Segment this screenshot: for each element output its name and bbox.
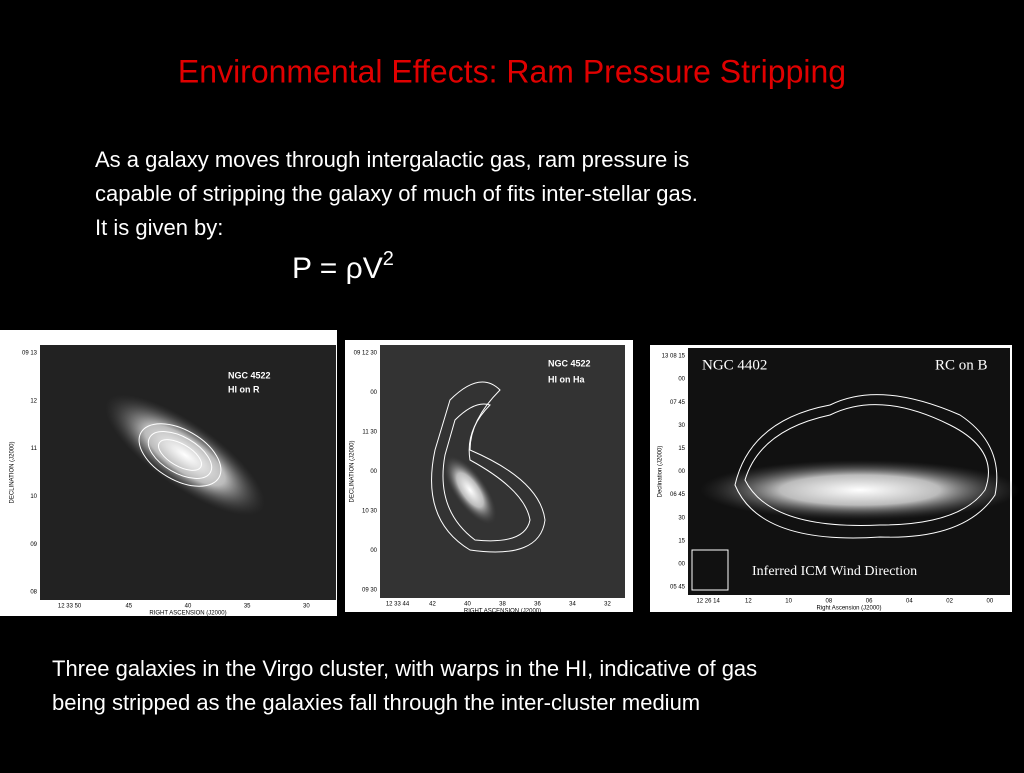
x-tick-label: 38 bbox=[499, 602, 506, 608]
y-tick-label: 11 30 bbox=[362, 430, 377, 436]
y-tick-label: 05 45 bbox=[670, 585, 686, 591]
annotation: Inferred ICM Wind Direction bbox=[752, 564, 917, 579]
x-tick-label: 40 bbox=[185, 604, 192, 610]
y-tick-label: 09 bbox=[30, 542, 37, 548]
galaxy bbox=[700, 460, 1020, 520]
formula-base: P = ρV bbox=[292, 252, 383, 285]
y-axis-label: DECLINATION (J2000) bbox=[10, 442, 16, 504]
x-tick-label: 35 bbox=[244, 604, 251, 610]
image bbox=[380, 345, 625, 598]
x-tick-label: 12 26 14 bbox=[696, 599, 720, 605]
x-axis-label: RIGHT ASCENSION (J2000) bbox=[464, 609, 541, 615]
galaxy bbox=[443, 455, 497, 525]
y-tick-label: 00 bbox=[370, 548, 377, 554]
intro-line: capable of stripping the galaxy of much … bbox=[95, 181, 698, 206]
y-tick-label: 15 bbox=[678, 538, 685, 544]
caption-line: being stripped as the galaxies fall thro… bbox=[52, 690, 700, 715]
x-tick-label: 40 bbox=[464, 602, 471, 608]
panel-text: NGC 4522 HI on R 12 33 50 45 40 35 30 09 13 12 11… bbox=[10, 351, 994, 617]
beam-box bbox=[691, 549, 729, 591]
y-tick-label: 00 bbox=[678, 561, 685, 567]
x-tick-label: 10 bbox=[785, 599, 792, 605]
y-tick-label: 00 bbox=[370, 469, 377, 475]
y-tick-label: 09 30 bbox=[362, 588, 378, 594]
caption: Three galaxies in the Virgo cluster, wit… bbox=[52, 656, 757, 715]
formula: P = ρV2 bbox=[292, 248, 394, 285]
x-tick-label: 34 bbox=[569, 602, 576, 608]
panel-label: HI on Ha bbox=[548, 374, 585, 384]
y-tick-label: 10 bbox=[30, 494, 37, 500]
y-tick-label: 00 bbox=[370, 390, 377, 396]
x-tick-label: 12 bbox=[745, 599, 752, 605]
formula-exponent: 2 bbox=[383, 248, 394, 270]
x-tick-label: 02 bbox=[946, 599, 953, 605]
x-tick-label: 08 bbox=[826, 599, 833, 605]
x-tick-label: 42 bbox=[429, 602, 436, 608]
panel-label: NGC 4522 bbox=[228, 370, 271, 380]
x-tick-label: 04 bbox=[906, 599, 913, 605]
x-tick-label: 45 bbox=[125, 604, 132, 610]
x-axis-label: Right Ascension (J2000) bbox=[816, 606, 881, 612]
x-tick-label: 00 bbox=[987, 599, 994, 605]
intro-line: As a galaxy moves through intergalactic … bbox=[95, 147, 689, 172]
contours bbox=[431, 381, 546, 553]
y-tick-label: 10 30 bbox=[362, 509, 378, 515]
y-tick-label: 06 45 bbox=[670, 492, 686, 498]
panel-label: RC on B bbox=[935, 357, 988, 373]
x-axis-label: RIGHT ASCENSION (J2000) bbox=[149, 611, 226, 617]
y-tick-label: 09 12 30 bbox=[354, 351, 378, 357]
caption-line: Three galaxies in the Virgo cluster, wit… bbox=[52, 656, 757, 681]
x-tick-label: 12 33 44 bbox=[386, 602, 410, 608]
y-axis-label: DECLINATION (J2000) bbox=[350, 441, 356, 503]
x-tick-label: 32 bbox=[604, 602, 611, 608]
contours bbox=[734, 394, 998, 539]
y-tick-label: 30 bbox=[678, 515, 685, 521]
y-tick-label: 13 08 15 bbox=[662, 354, 686, 360]
y-tick-label: 30 bbox=[678, 423, 685, 429]
panel-label: NGC 4402 bbox=[702, 357, 767, 373]
intro: As a galaxy moves through intergalactic … bbox=[95, 147, 698, 240]
x-tick-label: 06 bbox=[866, 599, 873, 605]
panel-label: NGC 4522 bbox=[548, 358, 591, 368]
x-tick-label: 36 bbox=[534, 602, 541, 608]
y-tick-label: 00 bbox=[678, 469, 685, 475]
x-tick-label: 12 33 50 bbox=[58, 604, 82, 610]
galaxy bbox=[105, 394, 265, 516]
y-tick-label: 09 13 bbox=[22, 351, 38, 357]
panel-label: HI on R bbox=[228, 384, 260, 394]
x-tick-label: 30 bbox=[303, 604, 310, 610]
title: Environmental Effects: Ram Pressure Stri… bbox=[178, 53, 846, 89]
y-tick-label: 07 45 bbox=[670, 400, 686, 406]
y-tick-label: 08 bbox=[30, 590, 37, 596]
y-tick-label: 11 bbox=[31, 446, 38, 452]
y-axis-label: Declination (J2000) bbox=[658, 446, 664, 498]
intro-line: It is given by: bbox=[95, 215, 223, 240]
contours bbox=[138, 423, 222, 487]
y-tick-label: 00 bbox=[678, 377, 685, 383]
y-tick-label: 15 bbox=[678, 446, 685, 452]
y-tick-label: 12 bbox=[30, 398, 37, 404]
